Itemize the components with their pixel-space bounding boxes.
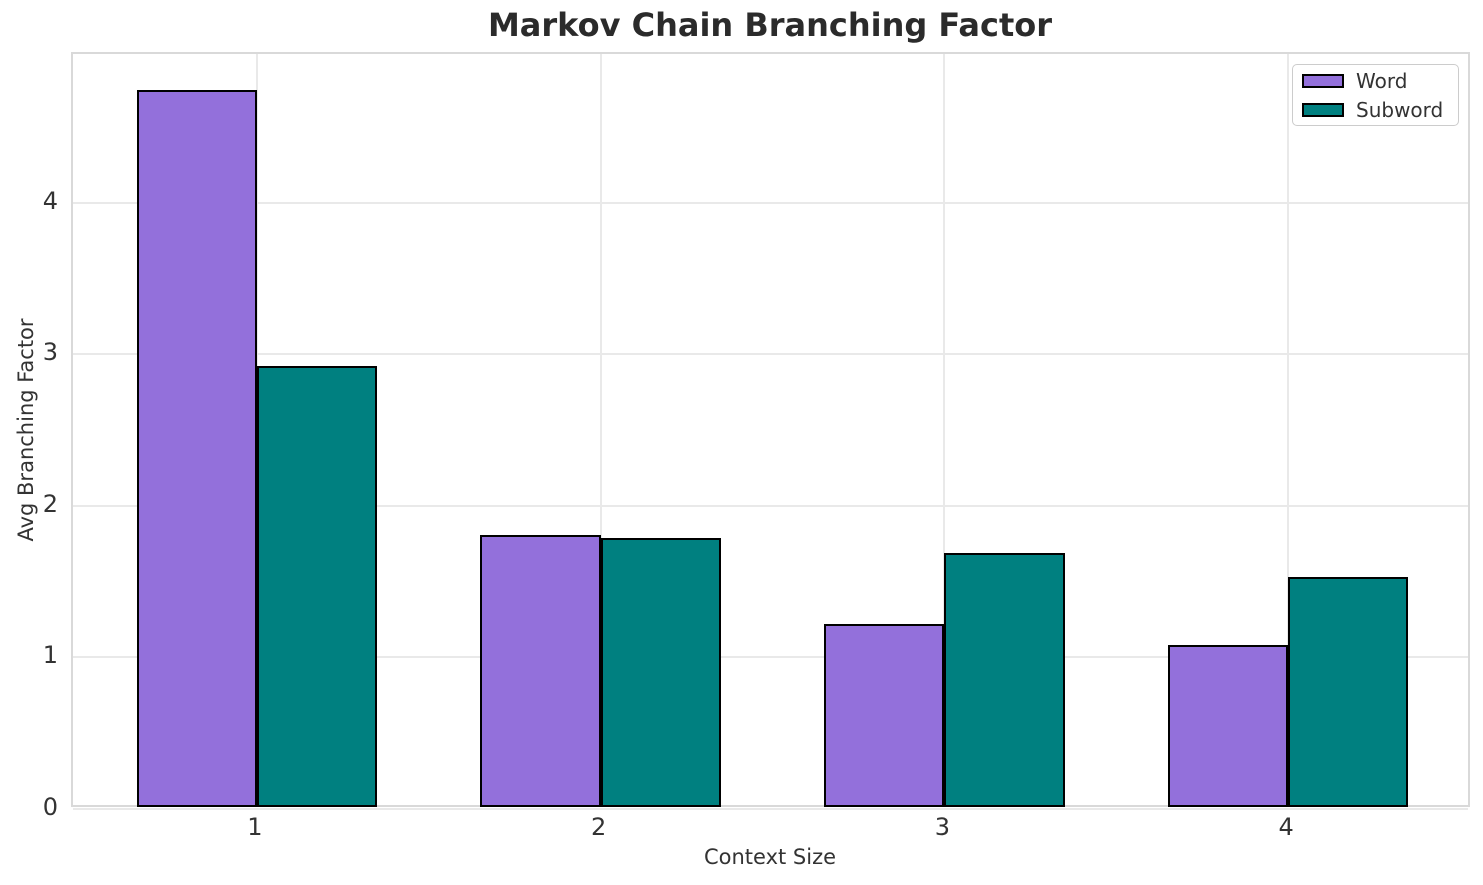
- y-tick-label: 3: [42, 338, 58, 367]
- y-tick-label: 1: [42, 641, 58, 670]
- plot-area: [71, 52, 1470, 810]
- legend-row-subword: Subword: [1302, 98, 1458, 122]
- x-tick-label: 2: [590, 813, 607, 841]
- word-legend-swatch: [1302, 73, 1344, 88]
- y-tick-label: 4: [42, 186, 58, 215]
- x-tick-label: 4: [1278, 813, 1294, 841]
- v-gridline: [1287, 54, 1290, 805]
- subword-legend-swatch: [1302, 102, 1344, 117]
- subword-legend-label: Subword: [1356, 97, 1444, 122]
- y-tick-label: 0: [42, 793, 58, 821]
- bar-word-4: [1167, 645, 1289, 807]
- bar-word-1: [136, 90, 257, 807]
- h-gridline: [73, 353, 1468, 356]
- x-tick-label: 1: [247, 813, 263, 841]
- h-gridline: [73, 504, 1468, 507]
- bar-subword-2: [600, 537, 721, 807]
- y-tick-label: 2: [42, 489, 58, 518]
- v-gridline: [943, 54, 946, 805]
- v-gridline: [599, 54, 602, 805]
- legend-row-word: Word: [1302, 69, 1458, 93]
- chart-title: Markov Chain Branching Factor: [487, 6, 1053, 44]
- bar-word-3: [824, 624, 945, 807]
- word-legend-label: Word: [1356, 68, 1408, 93]
- bar-subword-3: [944, 552, 1065, 807]
- legend: Word Subword: [1292, 64, 1459, 126]
- h-gridline: [73, 201, 1468, 204]
- x-axis-label: Context Size: [703, 845, 837, 869]
- bar-word-2: [480, 534, 601, 807]
- x-tick-label: 3: [934, 813, 950, 841]
- bar-subword-1: [256, 366, 378, 807]
- h-gridline: [73, 656, 1468, 659]
- h-gridline: [73, 808, 1468, 810]
- bar-subword-4: [1288, 577, 1409, 807]
